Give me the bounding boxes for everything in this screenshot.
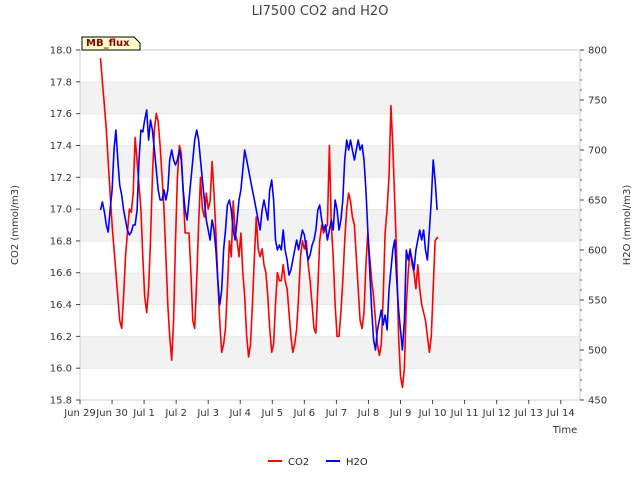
- x-axis-ticks: Jun 29 Jun 30 Jul 1 Jul 2 Jul 3 Jul 4 Jul 5 Jul…: [63, 400, 575, 419]
- y-left-tick-label: 16.8: [50, 236, 72, 247]
- y-right-tick-label: 650: [588, 196, 607, 207]
- x-axis-label: Time: [552, 425, 577, 436]
- grid-band: [80, 50, 580, 82]
- y-left-tick-label: 17.2: [50, 173, 72, 184]
- series-line-co2: [99, 57, 439, 389]
- y-axis-right-ticks: 450 500 550 600 650 700 750 800: [580, 46, 607, 407]
- series-lines: [99, 57, 439, 389]
- x-tick-label: Jul 5: [261, 408, 284, 419]
- x-tick-label: Jul 6: [293, 408, 316, 419]
- x-tick-label: Jul 7: [325, 408, 348, 419]
- grid-band: [80, 240, 580, 273]
- x-tick-label: Jul 4: [228, 408, 251, 419]
- x-tick-label: Jul 8: [357, 408, 380, 419]
- plot-frame: [79, 49, 581, 401]
- y-left-tick-label: 17.4: [50, 141, 72, 152]
- y-right-tick-label: 750: [588, 96, 607, 107]
- x-tick-label: Jul 10: [418, 408, 447, 419]
- badge: MB_flux: [81, 36, 141, 51]
- x-tick-label: Jun 30: [95, 408, 128, 419]
- x-tick-label: Jul 2: [164, 408, 187, 419]
- y-right-tick-label: 800: [588, 46, 607, 57]
- x-tick-label: Jun 29: [63, 408, 96, 419]
- y-left-tick-label: 16.6: [50, 268, 72, 279]
- y-right-tick-label: 500: [588, 346, 607, 357]
- y-left-tick-label: 16.4: [50, 300, 72, 311]
- grid-band: [80, 113, 580, 146]
- y-axis-left-label: CO2 (mmol/m3): [10, 185, 21, 265]
- x-tick-label: Jul 11: [450, 408, 479, 419]
- grid-band: [80, 81, 580, 114]
- series-line-h2o: [99, 109, 438, 351]
- y-right-tick-label: 450: [588, 396, 607, 407]
- x-tick-label: Jul 9: [389, 408, 412, 419]
- y-left-tick-label: 16.0: [50, 364, 72, 375]
- y-left-tick-label: 17.6: [50, 109, 72, 120]
- legend-label-h2o: H2O: [346, 457, 368, 468]
- grid-band: [80, 272, 580, 305]
- grid-band: [80, 368, 580, 400]
- y-left-tick-label: 16.2: [50, 332, 72, 343]
- grid-band: [80, 336, 580, 369]
- grid-band: [80, 304, 580, 337]
- legend: CO2 H2O: [268, 457, 368, 468]
- y-axis-left-ticks: 15.8 16.0 16.2 16.4 16.6 16.8 17.0 17.2 17.4 17.6…: [50, 46, 80, 407]
- y-left-tick-label: 18.0: [50, 46, 72, 57]
- badge-label: MB_flux: [86, 38, 130, 49]
- y-right-tick-label: 700: [588, 146, 607, 157]
- x-tick-label: Jul 13: [514, 408, 543, 419]
- y-right-tick-label: 600: [588, 246, 607, 257]
- y-axis-right-label: H2O (mmol/m3): [622, 185, 633, 266]
- legend-label-co2: CO2: [288, 457, 309, 468]
- badge-box: [81, 36, 141, 51]
- chart-title: LI7500 CO2 and H2O: [252, 4, 389, 19]
- y-left-tick-label: 17.0: [50, 205, 72, 216]
- x-tick-label: Jul 12: [482, 408, 511, 419]
- y-right-tick-label: 550: [588, 296, 607, 307]
- x-tick-label: Jul 14: [546, 408, 575, 419]
- x-tick-label: Jul 1: [132, 408, 155, 419]
- y-left-tick-label: 17.8: [50, 77, 72, 88]
- x-tick-label: Jul 3: [196, 408, 219, 419]
- y-left-tick-label: 15.8: [50, 396, 72, 407]
